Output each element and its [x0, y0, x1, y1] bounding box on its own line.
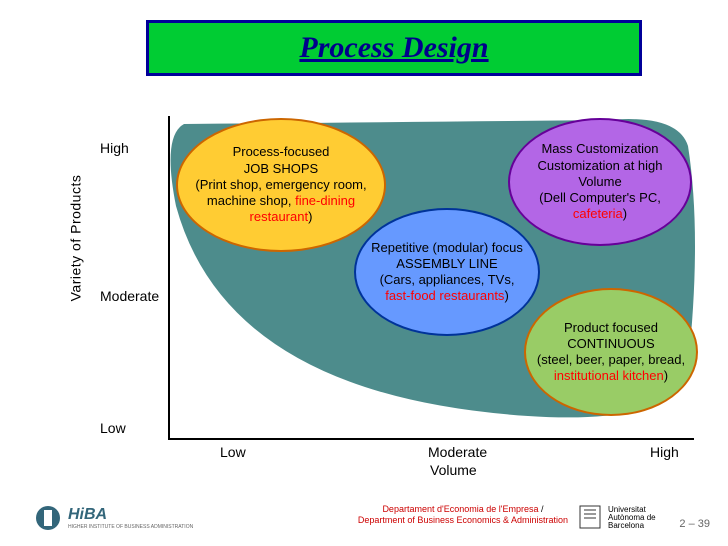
y-axis-label: Variety of Products: [67, 175, 83, 302]
hiba-sub: HIGHER INSTITUTE OF BUSINESS ADMINISTRAT…: [68, 524, 193, 530]
hiba-text: HiBA: [68, 506, 193, 524]
hiba-logo: HiBA HIGHER INSTITUTE OF BUSINESS ADMINI…: [34, 504, 193, 532]
bubble-assembly-title: Repetitive (modular) focus: [371, 240, 523, 256]
bubble-assembly-line2: ASSEMBLY LINE: [396, 256, 497, 272]
bubble-continuous-line3: (steel, beer, paper, bread, institutiona…: [536, 352, 686, 385]
bubble-mass-title: Mass Customization: [541, 141, 658, 157]
department-footer: Departament d'Economia de l'Empresa / De…: [358, 504, 568, 526]
slide-number: 2 – 39: [679, 518, 710, 530]
bubble-assembly-line: Repetitive (modular) focus ASSEMBLY LINE…: [354, 208, 540, 336]
bubble-continuous-line2: CONTINUOUS: [567, 336, 654, 352]
bubble-job-shops-title: Process-focused: [233, 144, 330, 160]
x-tick-low: Low: [220, 444, 246, 460]
uab-crest-icon: [578, 504, 602, 532]
y-tick-low: Low: [100, 420, 126, 436]
uab-logo: Universitat Autònoma de Barcelona: [578, 504, 658, 532]
x-tick-high: High: [650, 444, 679, 460]
x-axis-line: [168, 438, 694, 440]
bubble-job-shops: Process-focused JOB SHOPS (Print shop, e…: [176, 118, 386, 252]
title-bar: Process Design: [146, 20, 642, 76]
bubble-mass-customization: Mass Customization Customization at high…: [508, 118, 692, 246]
bubble-job-shops-line3: (Print shop, emergency room, machine sho…: [188, 177, 374, 226]
uab-text: Universitat Autònoma de Barcelona: [608, 506, 658, 530]
bubble-mass-line2: Customization at high Volume: [520, 158, 680, 191]
slide-title: Process Design: [299, 31, 488, 65]
bubble-mass-line3: (Dell Computer's PC, cafeteria): [520, 190, 680, 223]
x-tick-moderate: Moderate: [428, 444, 487, 460]
y-tick-high: High: [100, 140, 129, 156]
x-axis-label: Volume: [430, 462, 477, 478]
bubble-assembly-line3: (Cars, appliances, TVs, fast-food restau…: [366, 272, 528, 305]
bubble-job-shops-line2: JOB SHOPS: [244, 161, 318, 177]
bubble-continuous: Product focused CONTINUOUS (steel, beer,…: [524, 288, 698, 416]
bubble-continuous-title: Product focused: [564, 320, 658, 336]
y-tick-moderate: Moderate: [100, 288, 159, 304]
hiba-icon: [34, 504, 62, 532]
